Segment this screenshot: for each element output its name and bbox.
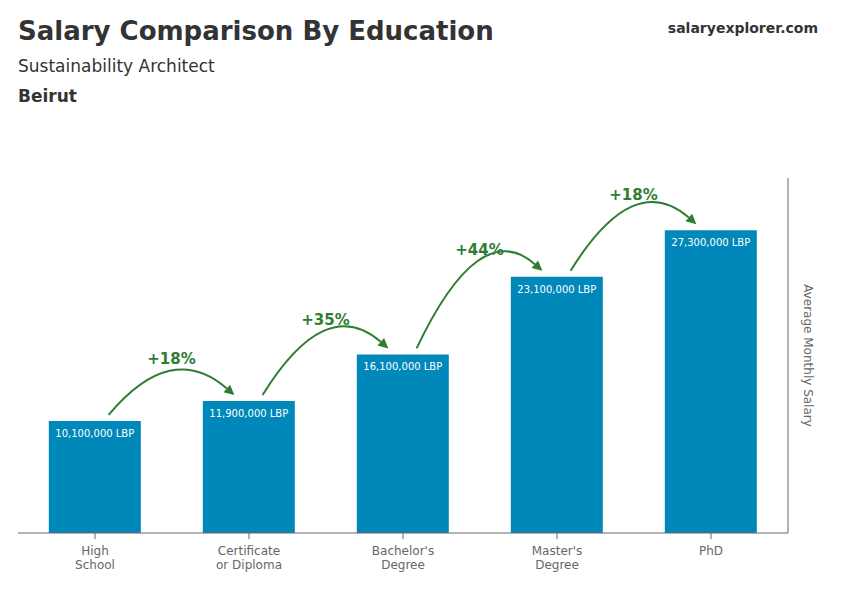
svg-text:+18%: +18% <box>609 186 657 204</box>
html-text:Salary Comparison By Education: Salary Comparison By Education <box>18 16 494 46</box>
svg-text:16,100,000 LBP: 16,100,000 LBP <box>363 361 442 372</box>
html-text:salaryexplorer.com: salaryexplorer.com <box>667 20 818 36</box>
svg-text:HighSchool: HighSchool <box>75 544 115 572</box>
html-text:Beirut: Beirut <box>18 86 77 106</box>
svg-text:Average Monthly Salary: Average Monthly Salary <box>801 284 815 427</box>
svg-text:23,100,000 LBP: 23,100,000 LBP <box>517 284 596 295</box>
svg-text:11,900,000 LBP: 11,900,000 LBP <box>209 408 288 419</box>
svg-text:27,300,000 LBP: 27,300,000 LBP <box>671 237 750 248</box>
svg-text:Certificateor Diploma: Certificateor Diploma <box>216 544 282 572</box>
html-text:Sustainability Architect: Sustainability Architect <box>18 56 215 76</box>
svg-text:PhD: PhD <box>699 544 723 558</box>
svg-text:Bachelor'sDegree: Bachelor'sDegree <box>372 544 434 572</box>
svg-text:Master'sDegree: Master'sDegree <box>532 544 583 572</box>
svg-text:+44%: +44% <box>455 241 503 259</box>
svg-text:10,100,000 LBP: 10,100,000 LBP <box>55 428 134 439</box>
svg-text:+35%: +35% <box>301 311 349 329</box>
svg-text:+18%: +18% <box>147 350 195 368</box>
